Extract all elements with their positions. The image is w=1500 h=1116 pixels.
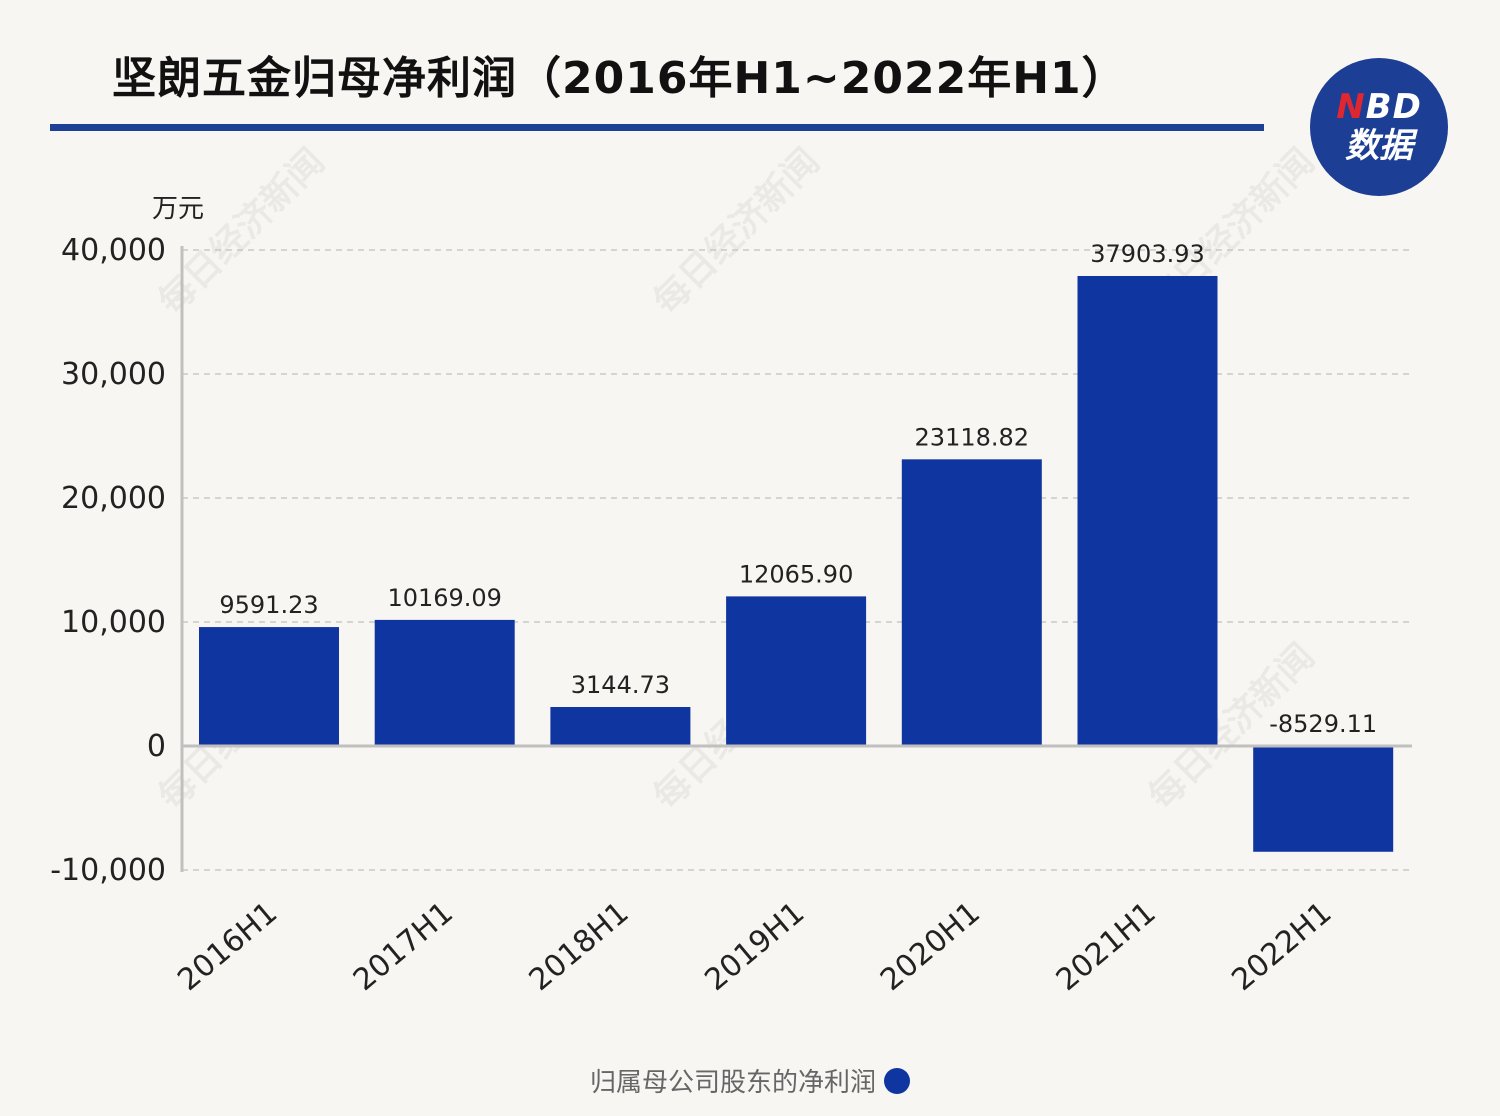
data-label: 37903.93 (1090, 240, 1205, 268)
y-axis-unit: 万元 (152, 194, 205, 224)
data-label: 3144.73 (571, 671, 670, 699)
bar-2021H1 (1077, 275, 1218, 746)
bar-2020H1 (901, 459, 1042, 746)
y-tick-label: 20,000 (61, 481, 166, 516)
watermark: 每日经济新闻 (645, 140, 827, 322)
legend-swatch (884, 1067, 910, 1094)
bar-2016H1 (199, 627, 339, 746)
data-label: 9591.23 (219, 591, 318, 619)
x-tick-label: 2021H1 (1050, 895, 1163, 998)
x-tick-label: 2020H1 (874, 895, 987, 998)
title-underline (50, 124, 1264, 131)
watermark: 每日经济新闻 (150, 140, 332, 322)
y-tick-label: 30,000 (61, 357, 166, 392)
chart-title: 坚朗五金归母净利润（2016年H1~2022年H1） (112, 53, 1127, 104)
bar-2017H1 (374, 619, 515, 746)
y-tick-label: -10,000 (50, 853, 166, 888)
data-label: 12065.90 (739, 560, 854, 588)
bar-2018H1 (550, 707, 691, 746)
legend: 归属母公司股东的净利润 (0, 1062, 1500, 1099)
y-tick-label: 10,000 (61, 605, 166, 640)
x-tick-label: 2016H1 (171, 895, 284, 998)
y-tick-label: 40,000 (61, 233, 166, 268)
x-tick-label: 2022H1 (1225, 895, 1338, 998)
data-label: 10169.09 (387, 584, 502, 612)
data-label: -8529.11 (1269, 710, 1377, 738)
bar-2022H1 (1253, 746, 1394, 852)
legend-label: 归属母公司股东的净利润 (589, 1068, 876, 1098)
y-tick-label: 0 (147, 729, 166, 764)
x-tick-label: 2019H1 (698, 895, 811, 998)
data-label: 23118.82 (915, 423, 1030, 451)
bar-2019H1 (726, 596, 867, 746)
x-tick-label: 2017H1 (347, 895, 460, 998)
x-tick-label: 2018H1 (523, 895, 636, 998)
nbd-data-logo: NBD 数据 (1310, 58, 1448, 196)
